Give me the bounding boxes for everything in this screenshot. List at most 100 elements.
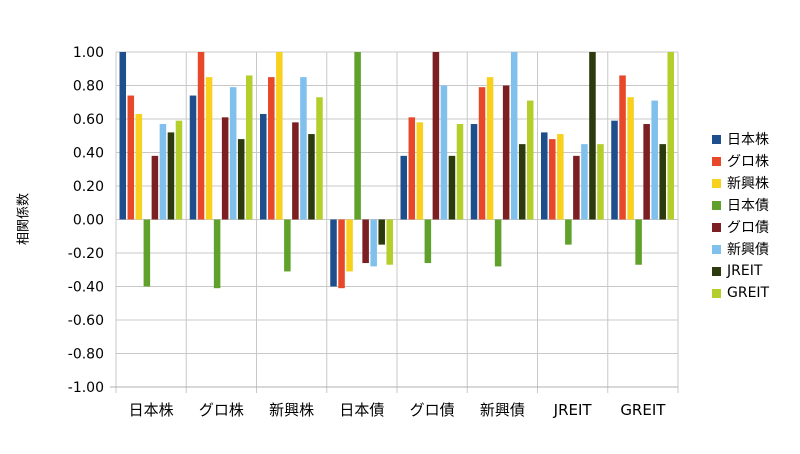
bar xyxy=(127,95,135,220)
bar xyxy=(237,139,245,220)
bar xyxy=(260,113,267,220)
x-tick-label: JREIT xyxy=(553,401,593,419)
bar xyxy=(635,219,642,265)
bar xyxy=(478,87,486,220)
legend-item: 新興株 xyxy=(712,172,798,194)
legend-swatch xyxy=(712,288,721,298)
x-tick-labels: 日本株 グロ株 新興株 日本債 グロ債 新興債 JREIT GREIT xyxy=(129,401,667,419)
bar xyxy=(502,85,510,220)
y-tick-label: -1.00 xyxy=(68,380,104,396)
bar xyxy=(284,219,291,272)
y-tick-label: 0.60 xyxy=(73,112,104,128)
y-tick-label: 0.20 xyxy=(73,179,104,195)
bar xyxy=(189,95,197,220)
bar xyxy=(659,144,666,220)
bar xyxy=(611,120,618,220)
bar xyxy=(245,75,253,220)
legend-label: 新興株 xyxy=(727,176,769,192)
legend-label: 日本株 xyxy=(727,132,769,148)
bar xyxy=(510,52,518,220)
bar xyxy=(651,100,658,220)
bar xyxy=(167,132,175,220)
y-tick-label: 0.00 xyxy=(73,213,104,229)
bar xyxy=(119,52,127,220)
bar xyxy=(197,52,205,220)
bar xyxy=(276,52,283,220)
legend-swatch xyxy=(712,244,721,254)
y-tick-label: -0.20 xyxy=(68,246,104,262)
legend: 日本株グロ株新興株日本債グロ債新興債 JREIT GREIT xyxy=(712,128,798,304)
legend-item: 日本債 xyxy=(712,194,798,216)
bar xyxy=(292,122,299,220)
legend-item: グロ株 xyxy=(712,150,798,172)
y-tick-label: 1.00 xyxy=(73,45,104,61)
legend-label: グロ株 xyxy=(727,154,769,170)
bar xyxy=(456,124,464,220)
bar xyxy=(643,124,650,220)
bar xyxy=(386,219,393,265)
bar xyxy=(589,52,596,220)
bar xyxy=(486,77,494,220)
bars xyxy=(119,52,674,289)
bar xyxy=(573,155,580,220)
bar xyxy=(549,139,556,220)
bar xyxy=(338,219,345,289)
bar xyxy=(229,87,237,220)
bar xyxy=(432,52,440,220)
x-tick-label: グロ株 xyxy=(199,401,244,419)
bar xyxy=(346,219,353,272)
bar xyxy=(175,120,183,220)
x-tick-label: GREIT xyxy=(620,401,666,419)
bar xyxy=(151,155,159,220)
bar xyxy=(159,124,167,220)
bar xyxy=(400,155,408,220)
bar xyxy=(213,219,221,289)
bar xyxy=(135,113,143,220)
x-tick-label: グロ債 xyxy=(410,401,455,419)
legend-label: 新興債 xyxy=(727,242,769,258)
bar xyxy=(448,155,456,220)
x-tick-label: 新興株 xyxy=(269,401,314,419)
bar xyxy=(362,219,369,264)
bar xyxy=(619,75,626,220)
bar xyxy=(143,219,151,287)
legend-item: GREIT xyxy=(712,282,798,304)
legend-swatch xyxy=(712,134,721,144)
y-tick-label: -0.40 xyxy=(68,280,104,296)
legend-item: 新興債 xyxy=(712,238,798,260)
bar xyxy=(565,219,572,245)
bar xyxy=(300,77,307,220)
legend-item: グロ債 xyxy=(712,216,798,238)
bar xyxy=(541,132,548,220)
y-tick-labels: 1.00 0.80 0.60 0.40 0.20 0.00 -0.20 -0.40 -0.60 -… xyxy=(68,45,104,396)
y-tick-label: 0.40 xyxy=(73,146,104,162)
bar xyxy=(205,77,213,220)
bar xyxy=(526,100,534,220)
bar xyxy=(557,134,564,220)
bar xyxy=(378,219,385,245)
legend-swatch xyxy=(712,200,721,210)
axes xyxy=(110,52,679,393)
legend-label: 日本債 xyxy=(727,198,769,214)
bar xyxy=(370,219,377,267)
bar xyxy=(316,97,323,220)
bar xyxy=(408,117,416,220)
y-axis-label: 相関係数 xyxy=(16,192,32,246)
bar xyxy=(518,144,526,220)
bar xyxy=(494,219,502,267)
bar xyxy=(416,122,424,220)
legend-label: GREIT xyxy=(727,285,770,301)
legend-label: JREIT xyxy=(727,263,763,279)
legend-label: グロ債 xyxy=(727,220,769,236)
bar xyxy=(330,219,337,287)
y-tick-label: -0.80 xyxy=(68,347,104,363)
legend-swatch xyxy=(712,222,721,232)
bar xyxy=(581,144,588,220)
bar xyxy=(268,77,275,220)
x-tick-label: 日本株 xyxy=(129,401,174,419)
x-tick-label: 新興債 xyxy=(480,401,525,419)
bar xyxy=(627,97,634,220)
legend-swatch xyxy=(712,178,721,188)
bar xyxy=(470,124,478,220)
